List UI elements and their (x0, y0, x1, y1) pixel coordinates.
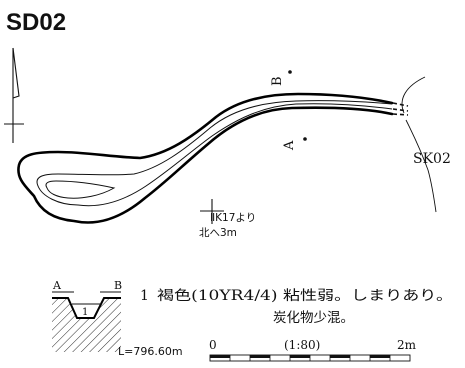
layer-legend: 1 褐色(10YR4/4) 粘性弱。しまりあり。 炭化物少混。 (140, 287, 453, 326)
point-a-label: A (282, 140, 297, 151)
figure-title: SD02 (6, 9, 66, 36)
section-right-label: B (114, 279, 122, 292)
scale-end-label: 2m (397, 338, 417, 352)
legend-line1: 褐色(10YR4/4) 粘性弱。しまりあり。 (157, 287, 453, 304)
cross-section: A B 1 L=796.60m (52, 279, 183, 358)
scale-start-label: 0 (209, 338, 217, 352)
scale-bar: 0 (1:80) 2m (209, 338, 417, 362)
dashed-extension (392, 102, 409, 116)
ditch-inner-outline (36, 100, 393, 207)
sk02-boundary (401, 76, 437, 213)
ditch-bottom-loop (45, 180, 116, 199)
grid-ref-line1: ⅡK17より (210, 212, 256, 224)
section-elevation: L=796.60m (118, 345, 183, 358)
legend-line2: 炭化物少混。 (273, 310, 354, 326)
sk02-label: SK02 (413, 151, 451, 167)
grid-ref-line2: 北へ3m (199, 227, 237, 239)
legend-number: 1 (140, 288, 149, 304)
section-point-b: B (270, 70, 292, 86)
point-b-label: B (270, 76, 285, 86)
scale-ratio-label: (1:80) (284, 338, 320, 352)
section-layer-number: 1 (82, 307, 88, 318)
section-point-a: A (282, 137, 307, 151)
ditch-outer-outline (17, 92, 394, 224)
grid-cross-icon (200, 199, 224, 224)
north-arrow-icon (4, 47, 24, 143)
section-left-label: A (52, 279, 62, 292)
